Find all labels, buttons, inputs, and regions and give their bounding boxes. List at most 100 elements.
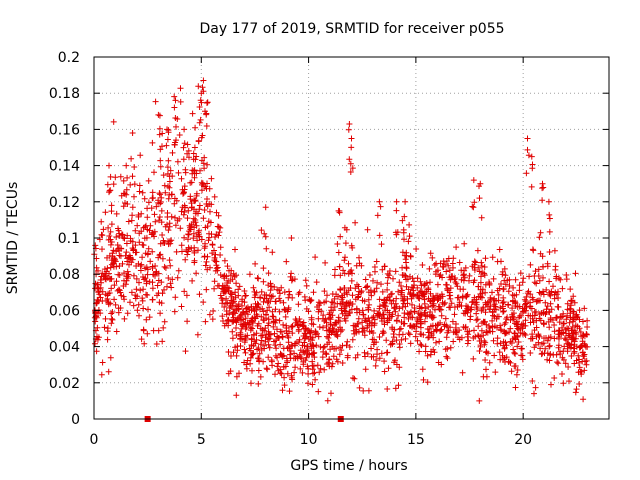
data-point bbox=[292, 319, 299, 326]
data-point bbox=[199, 84, 206, 91]
data-point bbox=[258, 313, 265, 320]
data-point bbox=[132, 227, 139, 234]
data-point bbox=[127, 238, 134, 244]
data-point bbox=[530, 319, 537, 326]
data-point bbox=[476, 268, 483, 275]
data-point bbox=[538, 310, 545, 316]
data-point bbox=[267, 280, 274, 287]
data-point bbox=[348, 135, 355, 142]
data-point bbox=[193, 190, 200, 197]
data-point bbox=[413, 328, 420, 335]
data-point bbox=[310, 343, 317, 350]
data-point bbox=[93, 264, 100, 271]
data-point bbox=[203, 110, 210, 117]
data-point bbox=[584, 317, 591, 324]
data-point bbox=[507, 317, 514, 323]
data-point bbox=[232, 246, 238, 253]
data-point bbox=[519, 345, 525, 352]
data-point bbox=[159, 143, 165, 150]
data-point bbox=[204, 266, 211, 273]
data-point bbox=[227, 290, 234, 297]
data-point bbox=[396, 331, 403, 338]
data-point bbox=[335, 249, 342, 256]
data-point bbox=[417, 320, 424, 327]
data-point bbox=[268, 357, 275, 364]
data-point bbox=[284, 370, 291, 377]
data-point bbox=[121, 270, 127, 277]
data-point bbox=[349, 165, 356, 172]
data-point bbox=[402, 198, 409, 205]
data-point bbox=[200, 215, 207, 222]
data-point bbox=[272, 371, 278, 378]
data-point bbox=[201, 207, 208, 213]
data-point bbox=[345, 260, 352, 267]
data-point bbox=[291, 350, 298, 357]
data-point bbox=[439, 274, 446, 281]
data-point bbox=[339, 310, 346, 317]
data-point bbox=[263, 365, 270, 372]
data-point bbox=[549, 317, 556, 323]
data-point bbox=[510, 297, 516, 304]
data-point bbox=[417, 341, 424, 348]
data-point bbox=[396, 305, 403, 312]
data-point bbox=[144, 330, 151, 337]
data-point bbox=[108, 285, 115, 292]
data-point bbox=[569, 315, 576, 322]
data-point bbox=[127, 181, 134, 188]
data-point bbox=[151, 211, 158, 218]
y-tick-label: 0.12 bbox=[49, 195, 80, 211]
y-tick-label: 0.2 bbox=[58, 50, 80, 66]
data-point bbox=[249, 367, 255, 374]
data-point bbox=[527, 350, 534, 356]
data-point bbox=[191, 198, 198, 205]
data-point bbox=[401, 213, 408, 220]
data-point bbox=[146, 314, 153, 321]
data-point bbox=[107, 300, 114, 307]
data-point bbox=[505, 301, 511, 308]
data-point bbox=[383, 349, 390, 356]
data-point bbox=[288, 270, 295, 277]
data-point bbox=[159, 338, 166, 345]
data-point bbox=[570, 308, 577, 315]
data-point bbox=[203, 123, 210, 129]
data-point bbox=[152, 263, 159, 269]
data-point bbox=[231, 273, 238, 280]
data-point bbox=[181, 288, 188, 295]
data-point bbox=[333, 291, 340, 298]
data-point bbox=[139, 189, 146, 196]
data-point bbox=[123, 249, 130, 256]
data-point bbox=[296, 336, 303, 343]
data-point bbox=[112, 301, 119, 308]
data-point bbox=[256, 350, 263, 357]
data-point bbox=[405, 311, 412, 318]
data-point bbox=[332, 266, 338, 273]
data-point bbox=[218, 295, 225, 302]
data-point bbox=[197, 97, 204, 104]
data-point bbox=[270, 293, 276, 300]
data-point bbox=[233, 319, 240, 326]
data-point bbox=[582, 358, 589, 365]
data-point bbox=[276, 287, 282, 294]
data-point bbox=[318, 308, 325, 315]
data-point bbox=[474, 247, 481, 254]
data-point bbox=[453, 244, 460, 251]
data-point bbox=[429, 322, 436, 329]
data-point bbox=[443, 281, 449, 288]
x-tick-label: 15 bbox=[407, 432, 425, 448]
data-point bbox=[228, 353, 234, 359]
data-point bbox=[144, 205, 151, 212]
data-point bbox=[98, 231, 105, 238]
data-point bbox=[396, 326, 403, 333]
data-point bbox=[371, 307, 378, 314]
data-point bbox=[507, 325, 514, 332]
data-point bbox=[149, 248, 156, 255]
data-point bbox=[523, 170, 530, 177]
data-point bbox=[489, 317, 496, 324]
data-point bbox=[257, 341, 264, 348]
data-point bbox=[204, 253, 211, 260]
data-point bbox=[219, 285, 225, 292]
data-point bbox=[368, 292, 375, 299]
data-point bbox=[389, 341, 396, 348]
data-point bbox=[370, 353, 377, 360]
data-point bbox=[165, 129, 172, 136]
